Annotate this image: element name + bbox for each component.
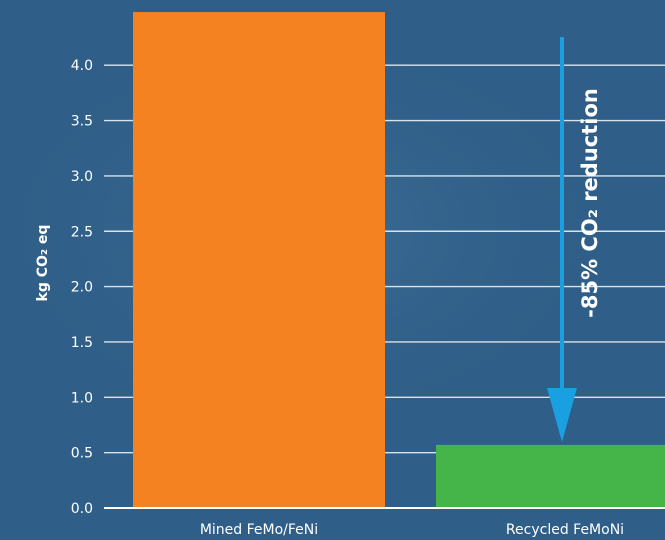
y-axis-label: kg CO₂ eq [35,225,51,302]
y-tick-label: 0.5 [71,446,93,462]
y-tick-label: 2.0 [71,280,93,296]
y-tick-label: 1.5 [71,335,93,351]
bar-mined [133,12,385,509]
y-tick-label: 0.0 [71,501,93,517]
x-category-label: Mined FeMo/FeNi [200,522,318,538]
y-tick-label: 3.5 [71,114,93,130]
y-tick-label: 2.5 [71,224,93,240]
y-tick-label: 3.0 [71,169,93,185]
bar-recycled [436,444,665,508]
reduction-annotation: -85% CO₂ reduction [578,88,602,318]
x-category-label: Recycled FeMoNi [506,522,624,538]
y-tick-label: 1.0 [71,390,93,406]
reduction-arrow-head [547,388,577,442]
y-tick-label: 4.0 [71,58,93,74]
